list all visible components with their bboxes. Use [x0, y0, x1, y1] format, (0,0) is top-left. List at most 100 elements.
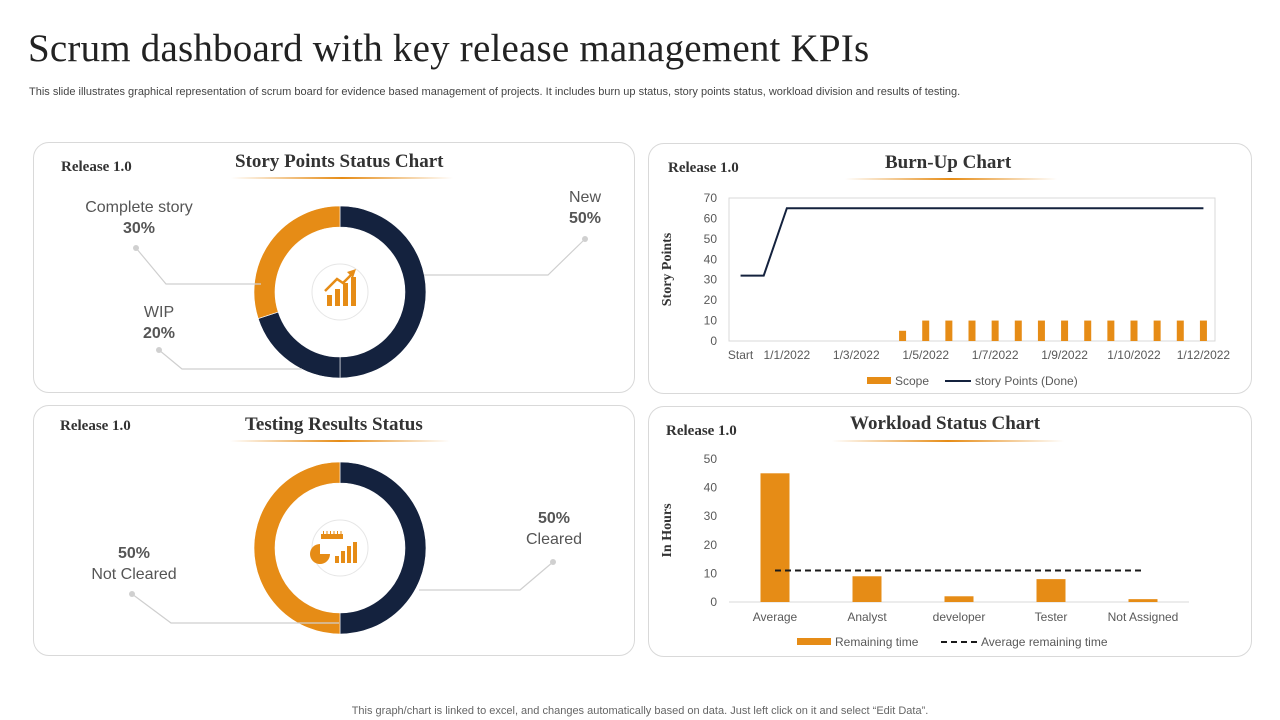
scope-bar: [1107, 320, 1115, 341]
burn-up-panel: Release 1.0 Burn-Up Chart 0 10 20 30 40 50 60 7…: [648, 143, 1252, 394]
icon-ruler-tick: [330, 531, 331, 534]
x-tick-label: 1/1/2022: [763, 348, 810, 362]
donut-slice-complete-story: [253, 205, 341, 319]
page-subtitle: This slide illustrates graphical represe…: [29, 86, 961, 98]
story-label-new: New 50%: [555, 188, 615, 230]
icon-ruler: [321, 534, 343, 539]
bar-analyst: [852, 576, 882, 602]
story-new-value: 50%: [568, 210, 602, 227]
testing-title-underline: [230, 440, 450, 442]
icon-pie: [310, 544, 330, 564]
testing-cleared-leader-line: [419, 561, 554, 591]
story-new-leader-line: [424, 238, 586, 276]
story-wip-leader-line: [158, 349, 302, 370]
story-points-done-line: [740, 207, 1204, 277]
icon-ruler-tick: [333, 531, 335, 534]
testing-results-panel: Release 1.0 Testing Results Status 50% N…: [33, 405, 635, 656]
y-tick-label: 10: [704, 566, 718, 580]
story-complete-leader-line: [135, 247, 261, 285]
scope-bar: [945, 320, 953, 341]
growth-chart-icon: [324, 269, 356, 306]
testing-chart-title: Testing Results Status: [245, 414, 423, 435]
icon-ruler-tick: [323, 531, 324, 534]
x-tick-label: 1/9/2022: [1041, 348, 1088, 362]
scope-bar: [1037, 320, 1045, 341]
x-tick-label: 1/7/2022: [972, 348, 1019, 362]
story-complete-leader-dot: [133, 245, 139, 251]
donut-slice-not-cleared: [253, 461, 341, 635]
story-complete-name: Complete story: [85, 199, 193, 216]
scope-bar: [1061, 320, 1069, 341]
scope-bar: [1130, 320, 1138, 341]
story-chart-title: Story Points Status Chart: [235, 151, 444, 172]
story-title-underline: [231, 177, 453, 179]
scope-bar: [991, 320, 999, 341]
scope-bar: [922, 320, 930, 341]
icon-ruler-tick: [337, 531, 338, 534]
y-axis-label: In Hours: [660, 503, 675, 558]
donut-slice-wip: [257, 311, 341, 379]
bar-developer: [944, 596, 974, 602]
legend-average-label: Average remaining time: [981, 635, 1108, 649]
workload-panel: Release 1.0 Workload Status Chart 0 10 20 3…: [648, 406, 1252, 657]
legend-done-label: story Points (Done): [975, 374, 1078, 388]
icon-bar: [341, 551, 345, 563]
testing-release-label: Release 1.0: [60, 418, 131, 434]
x-tick-label: 1/12/2022: [1177, 348, 1231, 362]
testing-results-donut-chart: [129, 461, 556, 635]
icon-arrow-head: [347, 269, 356, 278]
donut-center-icon-ring: [311, 519, 369, 577]
x-tick-label-not-assigned: Not Assigned: [1108, 610, 1179, 624]
x-tick-label: 1/5/2022: [902, 348, 949, 362]
y-tick-label: 70: [704, 191, 718, 205]
icon-bar: [335, 556, 339, 563]
legend-scope-label: Scope: [895, 374, 929, 388]
testing-cleared-name: Cleared: [525, 531, 583, 548]
testing-not-cleared-leader-dot: [129, 591, 135, 597]
scope-bar: [968, 320, 976, 341]
testing-not-cleared-value: 50%: [117, 545, 151, 562]
y-tick-label: 30: [704, 273, 718, 287]
y-axis-label: Story Points: [660, 232, 675, 306]
x-tick-label-average: Average: [753, 610, 798, 624]
legend-remaining-swatch: [797, 638, 831, 645]
x-tick-label-tester: Tester: [1035, 610, 1068, 624]
footer-note: This graph/chart is linked to excel, and…: [351, 705, 929, 717]
icon-trend-arrow: [324, 272, 354, 292]
scope-bar: [1153, 320, 1161, 341]
icon-bar: [353, 542, 357, 563]
scope-bar: [1014, 320, 1022, 341]
y-tick-label: 60: [704, 211, 718, 225]
y-tick-label: 0: [710, 595, 717, 609]
y-tick-label: 0: [710, 334, 717, 348]
y-tick-label: 50: [704, 452, 718, 466]
y-tick-label: 30: [704, 509, 718, 523]
icon-bar: [347, 546, 351, 563]
icon-bar: [351, 277, 356, 306]
workload-title-underline: [832, 440, 1064, 442]
testing-label-not-cleared: 50% Not Cleared: [74, 543, 194, 585]
testing-cleared-value: 50%: [537, 510, 571, 527]
burnup-release-label: Release 1.0: [668, 160, 739, 176]
x-tick-label-analyst: Analyst: [847, 610, 887, 624]
x-tick-label: 1/10/2022: [1107, 348, 1161, 362]
bar-average: [760, 473, 790, 602]
icon-bar: [327, 295, 332, 306]
burn-up-line-chart: 0 10 20 30 40 50 60 70 Start 1/1/2022 1/3/2022 1/5/…: [660, 191, 1231, 388]
story-label-wip: WIP 20%: [129, 303, 189, 345]
story-new-name: New: [568, 189, 601, 206]
icon-ruler-tick: [326, 531, 328, 534]
workload-bar-chart: 0 10 20 30 40 50 Average Analyst developer Tester…: [660, 452, 1189, 649]
burnup-plot-area: [728, 197, 1216, 342]
burnup-title-underline: [845, 178, 1057, 180]
scope-bar: [1176, 320, 1184, 341]
story-wip-name: WIP: [143, 304, 175, 321]
icon-ruler-tick: [340, 531, 342, 534]
x-tick-label: Start: [728, 348, 754, 362]
legend-scope-swatch: [867, 377, 891, 384]
bar-not-assigned: [1128, 599, 1158, 602]
story-label-complete: Complete story 30%: [74, 198, 204, 240]
scope-bar: [899, 330, 907, 341]
x-tick-label-developer: developer: [933, 610, 986, 624]
story-wip-leader-dot: [156, 347, 162, 353]
